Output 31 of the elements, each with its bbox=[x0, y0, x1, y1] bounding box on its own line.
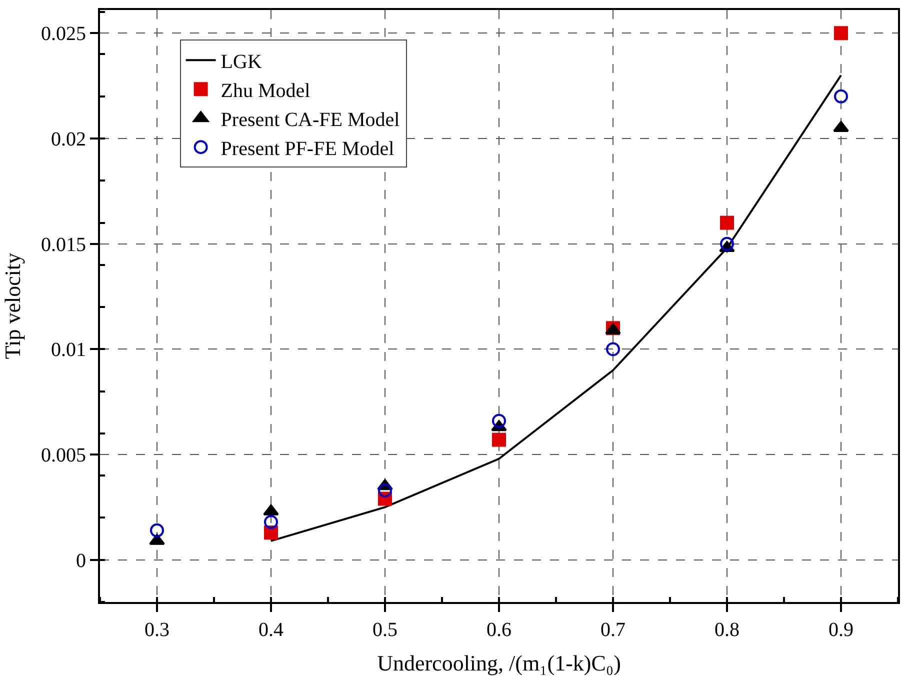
y-tick-label: 0.015 bbox=[41, 234, 86, 256]
legend-label: Zhu Model bbox=[220, 80, 311, 102]
point bbox=[834, 89, 848, 104]
x-tick-label: 0.8 bbox=[714, 619, 740, 641]
y-tick-label: 0 bbox=[76, 550, 86, 572]
point bbox=[264, 514, 278, 529]
point bbox=[150, 523, 164, 538]
y-axis-title: Tip velocity bbox=[0, 252, 25, 360]
y-tick-label: 0.02 bbox=[51, 128, 86, 151]
point bbox=[492, 414, 506, 428]
point bbox=[834, 26, 848, 40]
point bbox=[720, 236, 734, 251]
x-tick-label: 0.9 bbox=[828, 619, 854, 641]
x-tick-label: 0.4 bbox=[258, 619, 284, 641]
legend-label: Present PF-FE Model bbox=[220, 138, 395, 160]
legend-label: LGK bbox=[220, 50, 262, 73]
y-tick-label: 0.025 bbox=[41, 23, 86, 46]
x-tick-label: 0.3 bbox=[144, 619, 170, 641]
x-tick-label: 0.5 bbox=[372, 619, 398, 641]
point bbox=[149, 534, 165, 545]
point bbox=[606, 342, 620, 356]
x-tick-label: 0.7 bbox=[600, 619, 626, 641]
y-tick-label: 0.005 bbox=[41, 444, 86, 467]
point bbox=[720, 216, 734, 230]
legend-label: Present CA-FE Model bbox=[220, 108, 400, 131]
point bbox=[492, 432, 506, 447]
point bbox=[263, 504, 279, 516]
x-axis-title: Undercooling, /(m₁(1-k)C₀) bbox=[377, 650, 621, 676]
y-tick-label: 0.01 bbox=[51, 339, 86, 362]
x-tick-label: 0.6 bbox=[486, 619, 512, 641]
point bbox=[378, 483, 392, 498]
